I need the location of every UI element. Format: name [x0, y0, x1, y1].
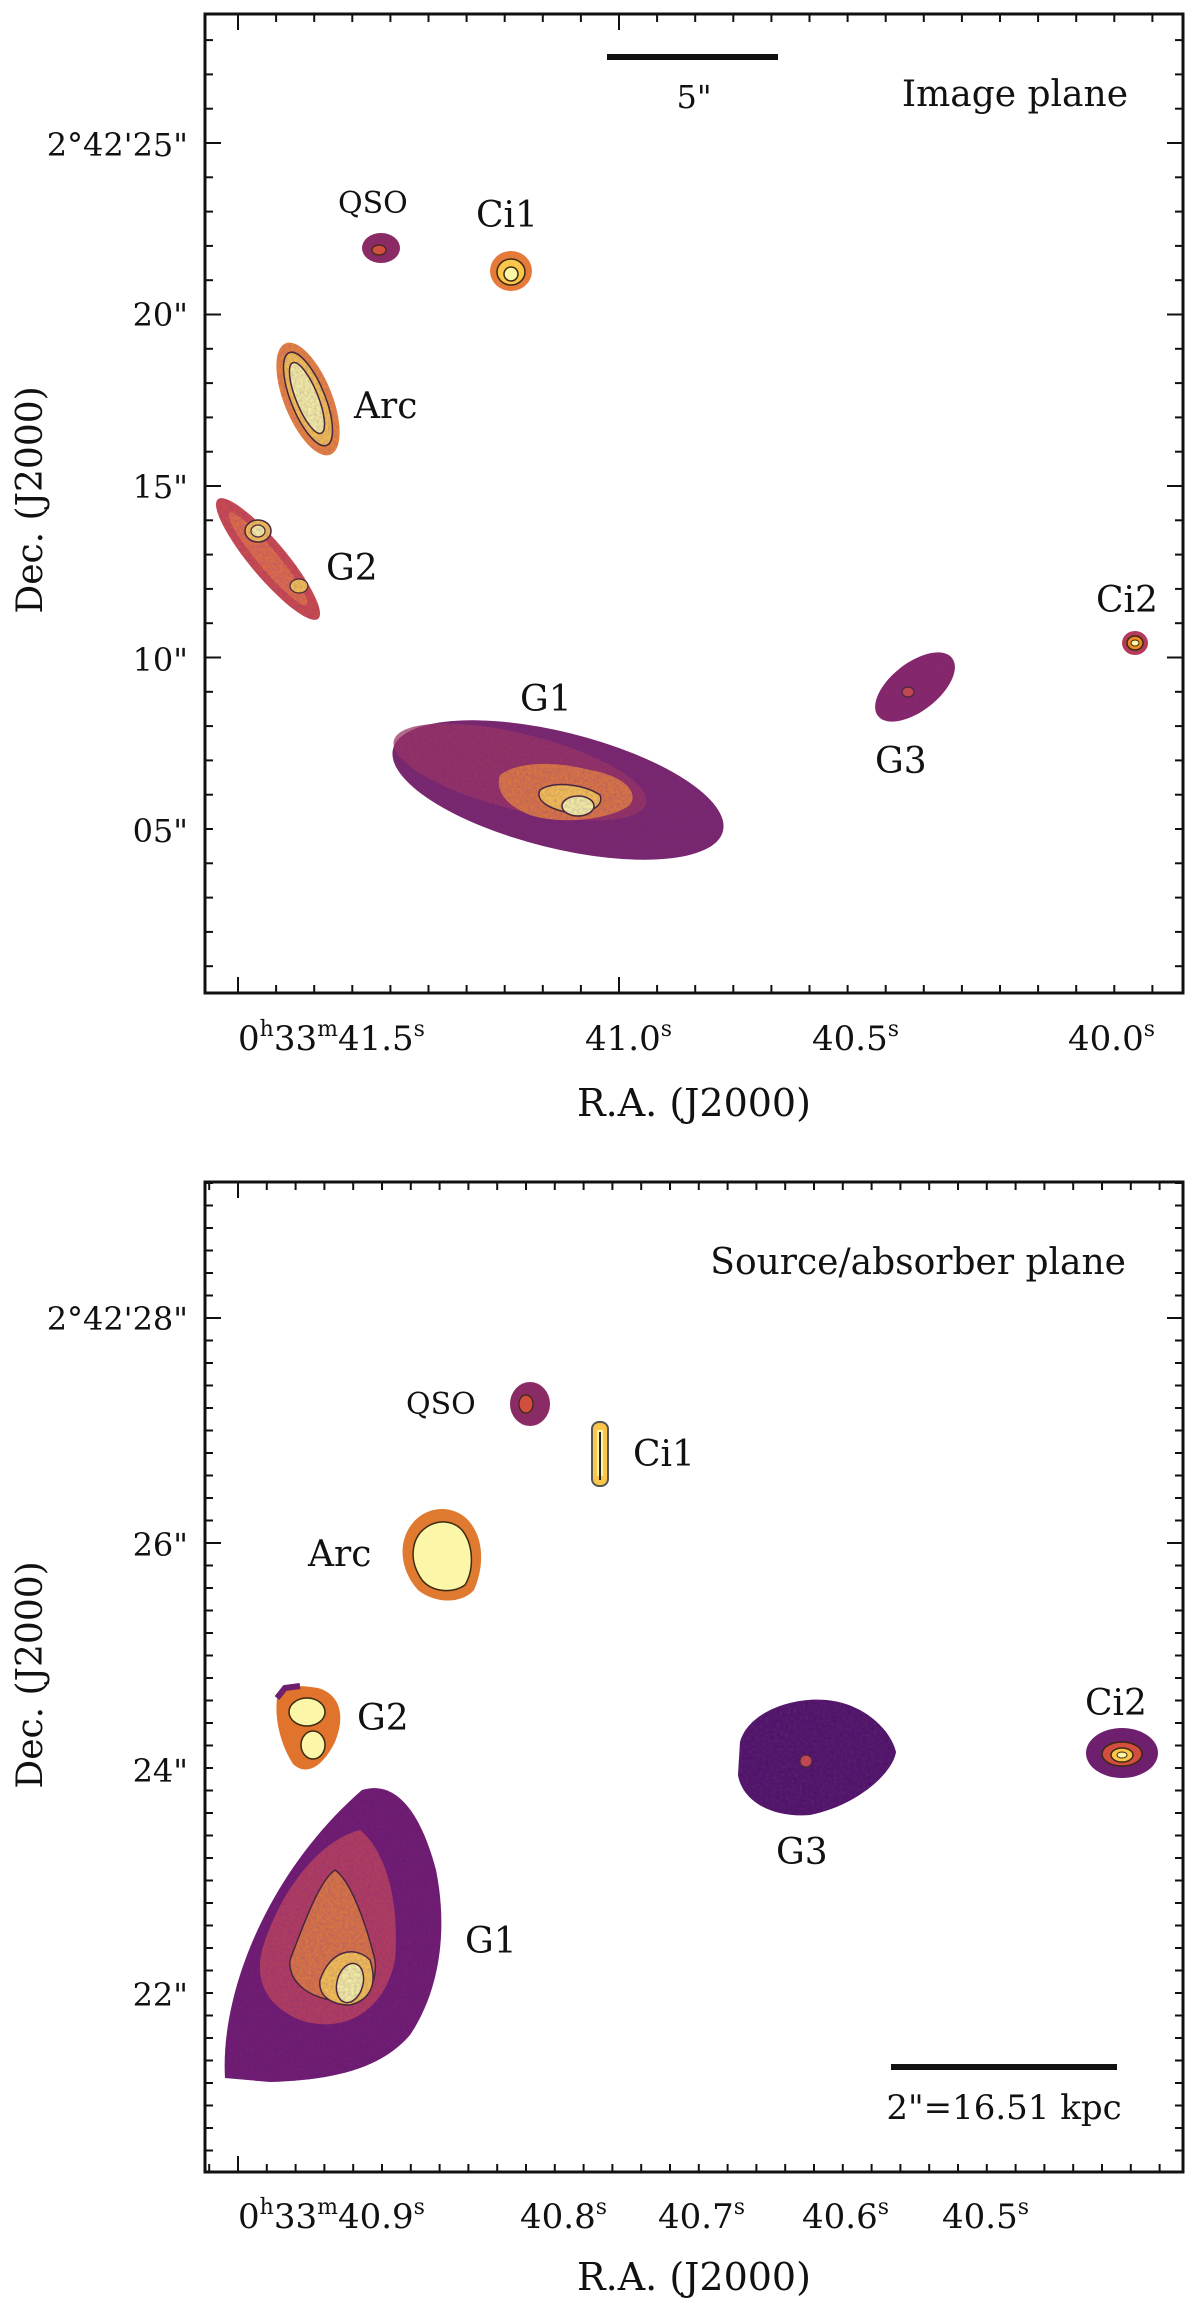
image-y-tick-1: 2°42'25" [47, 126, 188, 164]
arc-source-blob [402, 1509, 482, 1601]
image-scalebar-label: 5" [676, 78, 711, 116]
ci2-image-blob [1122, 631, 1148, 655]
qso-source-blob [510, 1382, 550, 1426]
g2-image-label: G2 [326, 548, 378, 589]
source-y-axis-label: Dec. (J2000) [10, 1561, 51, 1788]
qso-image-label: QSO [338, 186, 408, 221]
source-plane-title: Source/absorber plane [710, 1242, 1126, 1283]
qso-source-label: QSO [406, 1387, 476, 1422]
image-y-tick-3: 15" [133, 468, 188, 506]
g3-image-label: G3 [875, 741, 927, 782]
ci1-source-label: Ci1 [633, 1434, 695, 1475]
source-x-tick-4: 40.6s [802, 2195, 889, 2237]
image-x-tick-2: 41.0s [585, 1017, 672, 1059]
source-y-tick-2: 26" [133, 1526, 188, 1564]
g1-source-label: G1 [465, 1921, 517, 1962]
ci2-source-blob [1086, 1728, 1158, 1778]
source-x-tick-2: 40.8s [520, 2195, 607, 2237]
source-x-tick-3: 40.7s [658, 2195, 745, 2237]
image-plane-title: Image plane [902, 74, 1128, 115]
source-y-tick-4: 22" [133, 1976, 188, 2014]
qso-image-blob [362, 233, 400, 263]
arc-image-label: Arc [353, 386, 417, 427]
ci1-image-blob [490, 251, 532, 291]
image-plane-panel: 5" Image plane G1 G3 Ci2 QSO [10, 12, 1185, 1125]
g1-image-label: G1 [520, 679, 572, 720]
g1-image-blob [392, 720, 724, 860]
ci2-source-label: Ci2 [1085, 1683, 1147, 1724]
g2-source-blob [274, 1683, 341, 1770]
source-scalebar-label: 2"=16.51 kpc [886, 2088, 1121, 2128]
image-x-tick-4: 40.0s [1068, 1017, 1155, 1059]
ci1-source-blob [591, 1421, 609, 1487]
source-plane-frame [203, 1180, 1185, 2174]
image-x-tick-1: 0h33m41.5s [238, 1017, 425, 1059]
arc-image-blob [276, 342, 340, 456]
source-x-tick-1: 0h33m40.9s [238, 2195, 425, 2237]
g1-source-blob [224, 1788, 442, 2082]
g2-image-blob [216, 498, 320, 620]
source-y-tick-3: 24" [133, 1752, 188, 1790]
image-y-axis-label: Dec. (J2000) [10, 386, 51, 613]
source-plane-panel: Source/absorber plane G1 G2 Arc [10, 1180, 1185, 2299]
image-plane-frame [203, 12, 1185, 995]
arc-source-label: Arc [307, 1534, 371, 1575]
g3-source-blob [738, 1699, 896, 1816]
image-y-tick-4: 10" [133, 641, 188, 679]
g3-source-label: G3 [776, 1832, 828, 1873]
image-y-tick-5: 05" [133, 812, 188, 850]
source-y-tick-1: 2°42'28" [47, 1300, 188, 1338]
source-x-tick-5: 40.5s [942, 2195, 1029, 2237]
image-x-axis-label: R.A. (J2000) [577, 1081, 811, 1125]
g2-source-label: G2 [357, 1698, 409, 1739]
source-x-axis-label: R.A. (J2000) [577, 2255, 811, 2299]
ci2-image-label: Ci2 [1096, 580, 1158, 621]
image-y-tick-2: 20" [133, 296, 188, 334]
g3-image-blob [875, 652, 955, 722]
ci1-image-label: Ci1 [476, 195, 538, 236]
image-x-tick-3: 40.5s [812, 1017, 899, 1059]
